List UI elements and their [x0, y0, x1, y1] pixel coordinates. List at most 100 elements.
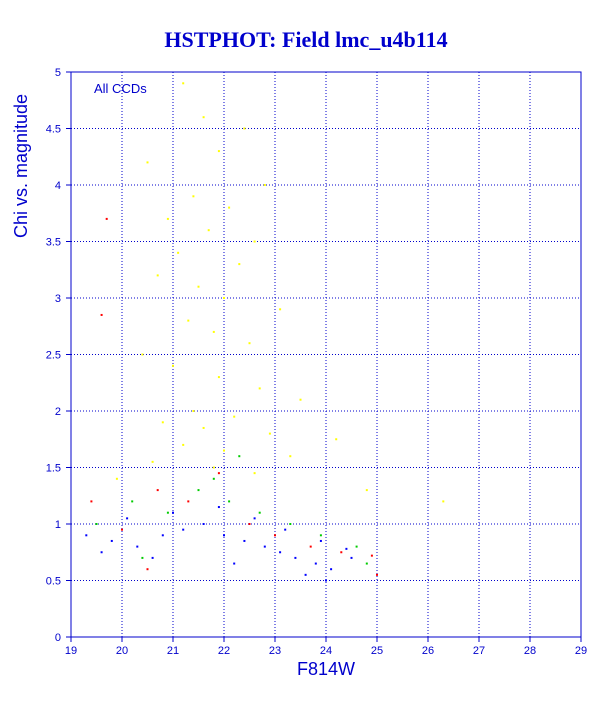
- scatter-point: [284, 528, 287, 531]
- scatter-point: [151, 556, 154, 559]
- scatter-point: [355, 545, 358, 548]
- scatter-point: [156, 489, 159, 492]
- x-tick-label: 19: [65, 645, 77, 657]
- scatter-point: [238, 263, 241, 266]
- scatter-point: [192, 410, 195, 412]
- tick-labels: 19 20 21 22 23 24 25 26 27 28 29 0 0.5 1 1.5 2 2.5 3 3.5 4 4…: [46, 67, 587, 657]
- scatter-point: [100, 551, 103, 554]
- x-tick-label: 27: [473, 645, 485, 657]
- scatter-point: [233, 415, 236, 418]
- scatter-point: [187, 319, 190, 322]
- scatter-point: [233, 562, 236, 565]
- scatter-point: [289, 523, 292, 525]
- scatter-point: [121, 528, 123, 531]
- scatter-point: [253, 517, 256, 520]
- plot-axes: [66, 71, 582, 642]
- scatter-point: [105, 217, 108, 220]
- y-tick-label: 4: [55, 180, 61, 192]
- scatter-point: [365, 489, 368, 492]
- y-tick-label: 0.5: [46, 576, 61, 588]
- scatter-point: [376, 573, 378, 576]
- scatter-point: [85, 534, 88, 537]
- x-tick-label: 21: [167, 645, 179, 657]
- y-tick-label: 1.5: [46, 463, 61, 475]
- scatter-point: [212, 477, 215, 480]
- scatter-point: [131, 500, 134, 503]
- y-tick-label: 3.5: [46, 237, 61, 249]
- y-tick-label: 1: [55, 519, 61, 531]
- scatter-point: [248, 342, 251, 345]
- scatter-point: [263, 545, 266, 548]
- scatter-point: [161, 534, 164, 537]
- scatter-point: [146, 161, 149, 164]
- scatter-point: [345, 547, 348, 550]
- scatter-point: [202, 426, 205, 429]
- scatter-point: [156, 274, 159, 277]
- scatter-point: [136, 545, 139, 548]
- y-tick-label: 0: [55, 632, 61, 644]
- scatter-point: [294, 556, 297, 559]
- y-tick-label: 2.5: [46, 350, 61, 362]
- scatter-point: [325, 579, 327, 582]
- scatter-point: [90, 500, 93, 503]
- scatter-point: [115, 477, 118, 480]
- scatter-point: [350, 556, 353, 559]
- scatter-point: [279, 308, 282, 311]
- scatter-point: [141, 556, 144, 559]
- scatter-point: [279, 551, 282, 554]
- scatter-point: [243, 539, 246, 542]
- y-tick-label: 2: [55, 406, 61, 418]
- scatter-point: [289, 455, 292, 458]
- x-tick-label: 28: [524, 645, 536, 657]
- scatter-point: [223, 297, 225, 299]
- scatter-point: [335, 438, 338, 441]
- scatter-point: [207, 229, 210, 232]
- scatter-point: [228, 500, 231, 503]
- x-tick-label: 26: [422, 645, 434, 657]
- scatter-point: [309, 545, 312, 548]
- scatter-point: [253, 240, 256, 243]
- x-tick-label: 22: [218, 645, 230, 657]
- scatter-point: [202, 116, 205, 119]
- scatter-point: [370, 554, 373, 557]
- scatter-point: [217, 472, 220, 475]
- scatter-point: [141, 353, 144, 356]
- scatter-point: [166, 511, 169, 514]
- scatter-point: [217, 506, 220, 509]
- scatter-point: [442, 500, 445, 503]
- x-tick-label: 20: [116, 645, 128, 657]
- x-tick-label: 23: [269, 645, 281, 657]
- scatter-points: [85, 82, 445, 582]
- scatter-point: [314, 562, 317, 565]
- scatter-point: [182, 82, 185, 85]
- y-tick-label: 3: [55, 293, 61, 305]
- scatter-point: [274, 534, 276, 537]
- y-tick-label: 4.5: [46, 124, 61, 136]
- scatter-point: [100, 313, 103, 316]
- scatter-point: [110, 539, 113, 542]
- scatter-point: [172, 364, 174, 367]
- scatter-point: [238, 455, 241, 458]
- x-axis-label: F814W: [297, 659, 355, 679]
- scatter-point: [161, 421, 164, 424]
- scatter-point: [126, 517, 129, 520]
- scatter-point: [217, 376, 220, 379]
- all-ccds-annotation: All CCDs: [94, 81, 147, 96]
- chart-title: HSTPHOT: Field lmc_u4b114: [164, 27, 447, 52]
- plot-grid: [70, 71, 582, 638]
- y-axis-label: Chi vs. magnitude: [11, 94, 31, 238]
- scatter-point: [330, 568, 333, 571]
- scatter-point: [304, 573, 307, 576]
- scatter-point: [253, 472, 256, 475]
- scatter-point: [263, 184, 266, 186]
- scatter-point: [177, 251, 180, 254]
- scatter-point: [223, 449, 225, 452]
- scatter-point: [248, 523, 251, 525]
- scatter-point: [146, 568, 149, 571]
- x-tick-label: 25: [371, 645, 383, 657]
- x-tick-label: 29: [575, 645, 587, 657]
- scatter-point: [187, 500, 190, 503]
- scatter-point: [223, 534, 225, 537]
